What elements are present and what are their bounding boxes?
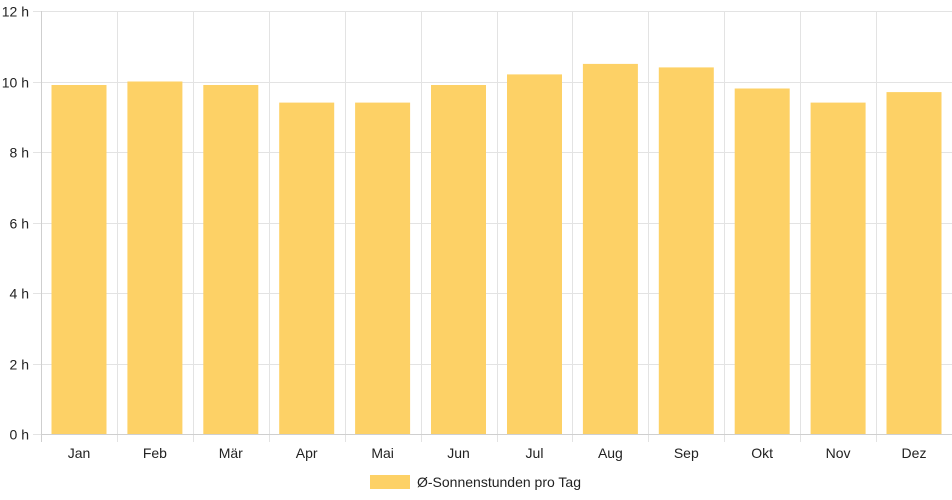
y-tick-label: 0 h: [10, 427, 29, 443]
bar-mai[interactable]: [355, 102, 411, 434]
bar-feb[interactable]: [127, 81, 183, 435]
legend-label[interactable]: Ø-Sonnenstunden pro Tag: [417, 474, 581, 490]
bar-jun[interactable]: [431, 85, 486, 434]
bar-okt[interactable]: [734, 88, 790, 435]
y-tick-label: 2 h: [10, 357, 29, 373]
legend-swatch[interactable]: [370, 475, 410, 489]
y-tick-label: 10 h: [2, 75, 29, 91]
x-tick-label: Aug: [598, 445, 623, 461]
x-tick-label: Jan: [68, 445, 91, 461]
x-tick-label: Jul: [526, 445, 544, 461]
bar-apr[interactable]: [279, 102, 335, 434]
x-tick-label: Mai: [371, 445, 394, 461]
x-tick-label: Okt: [751, 445, 773, 461]
axes: 0 h 2 h 4 h 6 h 8 h 10 h 12 h Jan Feb Mär Apr Mai Ju…: [2, 4, 952, 461]
y-tick-label: 8 h: [10, 145, 29, 161]
grid: [33, 11, 952, 442]
bars: [51, 63, 942, 435]
bar-nov[interactable]: [810, 102, 866, 434]
bar-dez[interactable]: [886, 92, 942, 434]
bar-jul[interactable]: [507, 74, 562, 435]
bar-sep[interactable]: [658, 67, 714, 435]
x-tick-label: Dez: [902, 445, 927, 461]
x-tick-label: Sep: [674, 445, 699, 461]
bar-aug[interactable]: [582, 63, 638, 435]
y-tick-label: 4 h: [10, 286, 29, 302]
x-tick-label: Jun: [447, 445, 470, 461]
y-tick-label: 12 h: [2, 4, 29, 20]
x-tick-label: Mär: [219, 445, 243, 461]
bar-jan[interactable]: [51, 85, 107, 434]
legend[interactable]: Ø-Sonnenstunden pro Tag: [370, 474, 581, 490]
x-tick-label: Apr: [296, 445, 318, 461]
bar-mär[interactable]: [203, 85, 259, 434]
y-tick-label: 6 h: [10, 216, 29, 232]
x-tick-label: Nov: [826, 445, 851, 461]
x-tick-label: Feb: [143, 445, 167, 461]
